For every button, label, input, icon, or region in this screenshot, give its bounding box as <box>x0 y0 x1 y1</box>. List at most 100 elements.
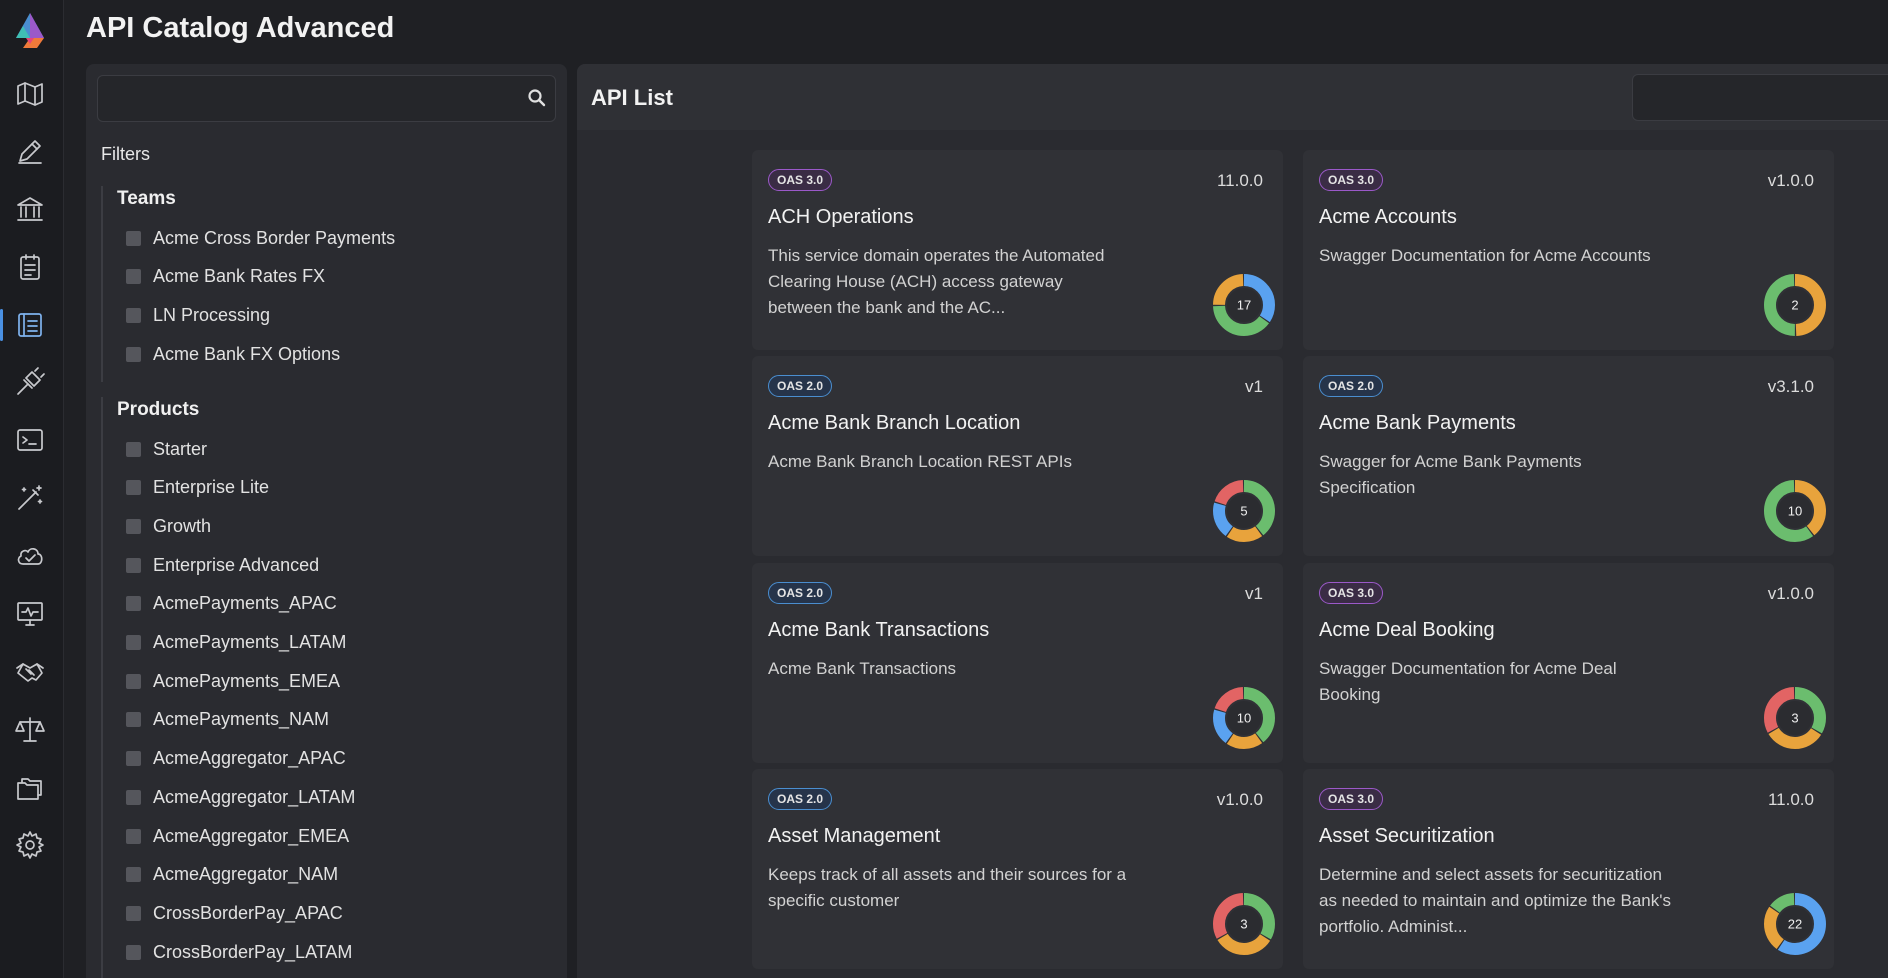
filter-option[interactable]: Starter <box>126 437 207 461</box>
checkbox[interactable] <box>126 307 141 323</box>
filter-option[interactable]: Growth <box>126 514 211 538</box>
filter-option[interactable]: AcmeAggregator_LATAM <box>126 785 355 809</box>
filter-option[interactable]: AcmeAggregator_NAM <box>126 863 338 887</box>
filter-option-label: CrossBorderPay_APAC <box>153 902 343 923</box>
checkbox[interactable] <box>126 905 141 921</box>
filter-option-label: AcmeAggregator_NAM <box>153 864 339 885</box>
filter-option[interactable]: AcmePayments_NAM <box>126 708 329 732</box>
rail-item-magic[interactable] <box>8 476 52 520</box>
api-list-search-input[interactable] <box>1633 75 1888 120</box>
filter-option[interactable]: AcmePayments_APAC <box>126 592 337 616</box>
rail-item-settings[interactable] <box>8 823 52 867</box>
api-card[interactable]: OAS 3.0 11.0.0 Asset Securitization Determi… <box>1303 769 1834 969</box>
api-description: Determine and select assets for securiti… <box>1319 865 1671 936</box>
donut-segment <box>1764 687 1826 749</box>
filter-option[interactable]: AcmeAggregator_EMEA <box>126 824 349 848</box>
filter-option-label: AcmePayments_LATAM <box>153 632 347 652</box>
checkbox[interactable] <box>126 712 141 728</box>
rail-item-docs[interactable] <box>8 245 52 289</box>
api-version: v1 <box>1245 584 1263 603</box>
filter-option-label: AcmeAggregator_LATAM <box>153 786 356 807</box>
filter-option-label: AcmePayments_EMEA <box>153 670 341 691</box>
rail-item-console[interactable] <box>8 418 52 462</box>
icon-rail <box>0 0 64 978</box>
api-card[interactable]: OAS 3.0 v1.0.0 Acme Accounts Swagger Docume… <box>1303 150 1834 350</box>
checkbox[interactable] <box>126 596 141 612</box>
api-list-header: API List <box>577 64 1888 130</box>
gear-icon <box>16 831 44 859</box>
cloud-check-icon <box>17 548 43 565</box>
filter-option[interactable]: AcmeAggregator_APAC <box>126 747 346 771</box>
checkbox[interactable] <box>126 828 141 844</box>
checkbox[interactable] <box>126 944 141 960</box>
app-logo-icon[interactable] <box>10 10 50 50</box>
api-card[interactable]: OAS 2.0 v3.1.0 Acme Bank Payments Swagger f… <box>1303 356 1834 556</box>
api-card[interactable]: OAS 2.0 v1.0.0 Asset Management Keeps track… <box>752 769 1283 969</box>
rail-item-catalog[interactable] <box>0 303 52 347</box>
endpoint-status-donut: 17 <box>1213 274 1275 336</box>
oas-version-badge: OAS 3.0 <box>1319 788 1384 810</box>
checkbox[interactable] <box>126 346 141 362</box>
filter-option-label: AcmeAggregator_APAC <box>153 748 346 769</box>
oas-version-badge: OAS 2.0 <box>1319 375 1384 397</box>
rail-item-map[interactable] <box>8 72 52 116</box>
filter-option[interactable]: AcmePayments_LATAM <box>126 631 346 655</box>
search-icon[interactable] <box>527 88 547 108</box>
endpoint-status-donut: 3 <box>1764 687 1826 749</box>
api-card[interactable]: OAS 3.0 11.0.0 ACH Operations This service … <box>752 150 1283 350</box>
filter-search-input[interactable] <box>98 76 518 121</box>
donut-segment <box>1213 687 1275 749</box>
rail-item-monitor[interactable] <box>8 592 52 636</box>
rail-item-governance[interactable] <box>8 708 52 752</box>
rail-item-bank[interactable] <box>8 187 52 231</box>
donut-segment <box>1213 893 1275 955</box>
filter-option-label: Enterprise Advanced <box>153 554 320 575</box>
filter-search-box <box>97 75 556 122</box>
rail-item-cloud[interactable] <box>8 534 52 578</box>
filter-option-label: Acme Bank Rates FX <box>153 266 326 287</box>
api-card[interactable]: OAS 3.0 v1.0.0 Acme Deal Booking Swagger Do… <box>1303 563 1834 763</box>
checkbox[interactable] <box>126 269 141 285</box>
donut-segment <box>1764 687 1826 749</box>
endpoint-status-donut: 10 <box>1213 687 1275 749</box>
filter-option[interactable]: AcmePayments_EMEA <box>126 669 340 693</box>
donut-center <box>1227 494 1261 528</box>
rail-item-partners[interactable] <box>8 650 52 694</box>
endpoint-count: 2 <box>1791 298 1798 313</box>
checkbox[interactable] <box>126 673 141 689</box>
checkbox[interactable] <box>126 635 141 650</box>
api-version: v3.1.0 <box>1767 377 1814 396</box>
checkbox[interactable] <box>126 557 141 573</box>
checkbox[interactable] <box>126 480 141 496</box>
filter-option[interactable]: LN Processing <box>126 303 270 327</box>
donut-segment <box>1213 274 1275 336</box>
filter-option[interactable]: Enterprise Lite <box>126 476 269 500</box>
checkbox[interactable] <box>126 751 141 767</box>
checkbox[interactable] <box>126 789 141 805</box>
rail-item-design[interactable] <box>8 129 52 173</box>
endpoint-count: 10 <box>1237 711 1251 726</box>
filter-option[interactable]: CrossBorderPay_LATAM <box>126 940 352 964</box>
donut-segment <box>1764 893 1826 955</box>
checkbox[interactable] <box>126 230 141 246</box>
filter-option[interactable]: Acme Bank FX Options <box>126 342 340 366</box>
endpoint-count: 22 <box>1788 917 1802 932</box>
rail-item-integrations[interactable] <box>8 360 52 404</box>
filter-option[interactable]: Enterprise Advanced <box>126 553 319 577</box>
oas-version-badge: OAS 3.0 <box>1319 582 1384 604</box>
donut-center <box>1778 288 1812 322</box>
filter-option[interactable]: CrossBorderPay_APAC <box>126 901 343 925</box>
filter-panel: Filters Teams Acme Cross Border Payments… <box>86 64 567 978</box>
filter-option-label: Acme Bank FX Options <box>153 343 341 364</box>
api-card[interactable]: OAS 2.0 v1 Acme Bank Transactions Acme Bank… <box>752 563 1283 763</box>
checkbox[interactable] <box>126 518 141 534</box>
filter-option[interactable]: Acme Bank Rates FX <box>126 265 325 289</box>
rail-item-files[interactable] <box>8 766 52 810</box>
filter-option[interactable]: Acme Cross Border Payments <box>126 226 395 250</box>
checkbox[interactable] <box>126 441 141 457</box>
donut-segment <box>1213 274 1275 336</box>
checkbox[interactable] <box>126 867 141 883</box>
api-version: 11.0.0 <box>1767 790 1814 809</box>
api-card[interactable]: OAS 2.0 v1 Acme Bank Branch Location Acme B… <box>752 356 1283 556</box>
api-description: This service domain operates the Automat… <box>768 246 1105 317</box>
